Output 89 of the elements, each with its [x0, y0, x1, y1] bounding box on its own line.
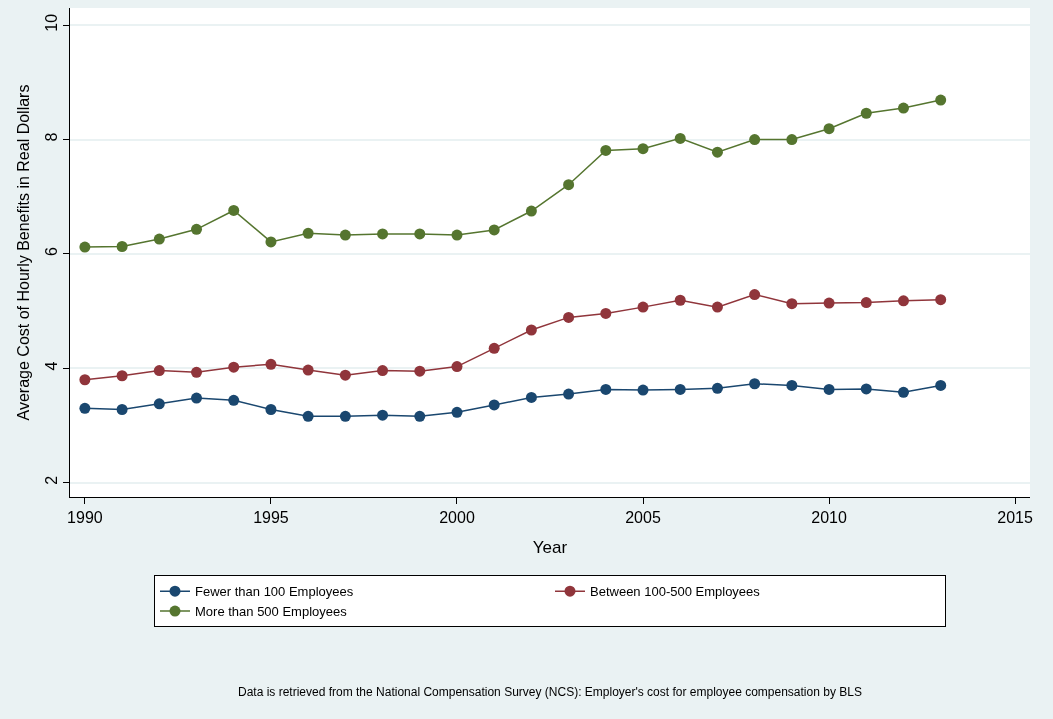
point	[228, 361, 240, 373]
point	[377, 228, 389, 240]
text: Data is retrieved from the National Compensation Survey (NCS): Employer's cost for employee compensation by BLS	[238, 685, 862, 699]
x-tick-label: 2010	[811, 509, 847, 527]
y-tick-label: 4	[42, 361, 60, 371]
point	[414, 410, 426, 422]
point	[488, 342, 500, 354]
point	[451, 229, 463, 241]
point	[525, 205, 537, 217]
point	[339, 369, 351, 381]
y-tick-label: 6	[42, 246, 60, 256]
x-tick-label: 1990	[67, 509, 103, 527]
point	[116, 403, 128, 415]
point	[674, 294, 686, 306]
point	[600, 307, 612, 319]
point	[860, 297, 872, 309]
point	[786, 134, 798, 146]
point	[339, 410, 351, 422]
point	[786, 298, 798, 310]
x-tick-label: 2015	[997, 509, 1034, 527]
point	[302, 227, 314, 239]
x-tick-label: 1995	[253, 509, 289, 527]
point	[265, 236, 277, 248]
point	[563, 179, 575, 191]
x-tick-label: 2005	[625, 509, 661, 527]
point	[749, 134, 761, 146]
point	[823, 383, 835, 395]
legend-label: More than 500 Employees	[195, 604, 348, 620]
point	[860, 107, 872, 119]
point	[488, 224, 500, 236]
y-axis-title: Average Cost of Hourly Benefits in Real Dollars	[15, 84, 33, 421]
point	[116, 370, 128, 382]
point	[786, 379, 798, 391]
point	[191, 223, 203, 235]
point	[749, 378, 761, 390]
point	[302, 410, 314, 422]
point	[637, 143, 649, 155]
y-tick-label: 8	[42, 132, 60, 142]
point	[711, 382, 723, 394]
point	[414, 365, 426, 377]
point	[711, 301, 723, 313]
point	[600, 383, 612, 395]
x-axis-title: Year	[532, 537, 568, 557]
point	[525, 324, 537, 336]
legend-label: Fewer than 100 Employees	[195, 584, 354, 600]
point	[935, 379, 947, 391]
y-tick-label: 2	[42, 475, 60, 485]
point	[79, 402, 91, 414]
point	[79, 374, 91, 386]
point	[674, 132, 686, 144]
point	[377, 365, 389, 377]
point	[153, 233, 165, 245]
point	[860, 383, 872, 395]
point	[228, 204, 240, 216]
y-tick-label: 10	[42, 13, 60, 32]
point	[674, 383, 686, 395]
point	[191, 392, 203, 404]
point	[302, 364, 314, 376]
point	[191, 366, 203, 378]
point	[749, 289, 761, 301]
point	[79, 241, 91, 253]
point	[935, 294, 947, 306]
point	[897, 386, 909, 398]
point	[228, 394, 240, 406]
point	[153, 398, 165, 410]
point	[377, 409, 389, 421]
point	[897, 102, 909, 114]
point	[488, 399, 500, 411]
point	[711, 146, 723, 158]
point	[935, 94, 947, 106]
point	[563, 388, 575, 400]
point	[823, 123, 835, 135]
point	[153, 365, 165, 377]
point	[116, 240, 128, 252]
x-tick-label: 2000	[439, 509, 475, 527]
point	[451, 406, 463, 418]
point	[823, 297, 835, 309]
point	[265, 403, 277, 415]
point	[600, 144, 612, 156]
point	[265, 358, 277, 370]
point	[339, 229, 351, 241]
point	[897, 295, 909, 307]
legend-label: Between 100-500 Employees	[590, 584, 761, 600]
point	[637, 384, 649, 396]
point	[414, 228, 426, 240]
point	[563, 311, 575, 323]
point	[637, 301, 649, 313]
point	[525, 391, 537, 403]
point	[451, 361, 463, 373]
